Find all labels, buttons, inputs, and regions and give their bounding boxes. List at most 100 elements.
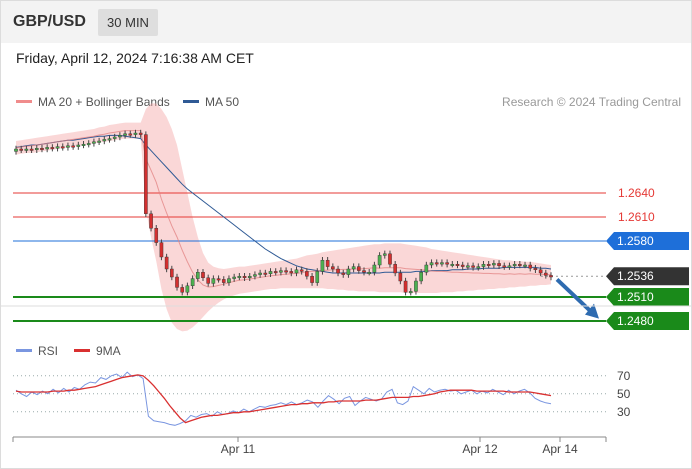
candle bbox=[263, 269, 268, 277]
candle bbox=[86, 140, 91, 148]
candle-body bbox=[128, 133, 133, 136]
bollinger-bands bbox=[16, 103, 551, 332]
candle bbox=[55, 143, 60, 152]
candle-body bbox=[279, 270, 283, 273]
candle bbox=[123, 130, 127, 139]
candle bbox=[268, 268, 273, 277]
candle-body bbox=[149, 213, 153, 229]
candle bbox=[216, 275, 221, 283]
candle-body bbox=[201, 271, 205, 278]
candle-body bbox=[289, 271, 294, 274]
candle-body bbox=[310, 275, 314, 283]
candle-body bbox=[102, 139, 107, 142]
candle bbox=[144, 131, 148, 217]
candle-body bbox=[180, 287, 185, 293]
candle-body bbox=[159, 242, 164, 258]
candle bbox=[305, 268, 309, 280]
rsi-tick-label: 50 bbox=[617, 387, 631, 401]
candle-body bbox=[154, 227, 159, 243]
candle-body bbox=[206, 277, 210, 284]
candle bbox=[294, 266, 299, 277]
candle-body bbox=[40, 147, 44, 150]
price-tags: 1.2640 1.2610 1.2580 1.2536 1.2510 1.2480 bbox=[606, 186, 689, 330]
candle-body bbox=[66, 145, 70, 148]
candle bbox=[190, 275, 195, 289]
candle-body bbox=[107, 138, 112, 141]
candle bbox=[325, 257, 330, 270]
candle bbox=[66, 142, 70, 151]
candle-body bbox=[29, 148, 34, 151]
candle-body bbox=[97, 140, 101, 143]
candle-body bbox=[86, 143, 91, 146]
candle bbox=[331, 263, 335, 273]
candle-body bbox=[398, 272, 403, 282]
candle bbox=[408, 288, 413, 296]
forecast-arrow-shaft bbox=[555, 277, 594, 315]
candle-body bbox=[512, 263, 517, 266]
candle bbox=[382, 250, 387, 259]
candle bbox=[253, 271, 257, 280]
candle bbox=[195, 269, 200, 282]
price-levels bbox=[13, 192, 606, 322]
legend-label-ma50: MA 50 bbox=[205, 95, 239, 109]
candle bbox=[445, 259, 449, 268]
candle bbox=[19, 145, 23, 153]
candle bbox=[118, 132, 122, 141]
candle-body bbox=[55, 146, 60, 149]
candle-body bbox=[242, 275, 247, 278]
candlesticks bbox=[14, 129, 553, 296]
candle bbox=[76, 141, 81, 150]
candle bbox=[247, 273, 252, 281]
rsi-grid: 70 50 30 bbox=[13, 369, 631, 419]
rsi-series bbox=[15, 371, 552, 426]
candle-body bbox=[445, 262, 449, 265]
candle-body bbox=[216, 278, 221, 281]
candle bbox=[299, 266, 304, 275]
candle bbox=[424, 261, 429, 276]
candle-body bbox=[123, 133, 127, 136]
candle bbox=[40, 145, 44, 153]
candle bbox=[512, 261, 517, 269]
candle-body bbox=[414, 280, 418, 292]
candle-body bbox=[533, 267, 538, 270]
candle bbox=[538, 266, 543, 277]
candle bbox=[180, 284, 185, 296]
candle-body bbox=[185, 285, 190, 293]
candle bbox=[377, 252, 382, 269]
candle-body bbox=[367, 271, 372, 274]
candle-body bbox=[71, 145, 75, 148]
candle bbox=[45, 144, 49, 153]
candle bbox=[159, 239, 164, 261]
candle bbox=[549, 272, 553, 281]
candle-body bbox=[424, 264, 429, 273]
candle-body bbox=[211, 278, 216, 284]
candle bbox=[289, 268, 294, 277]
candle bbox=[518, 261, 522, 269]
time-axis: Apr 11 Apr 12 Apr 14 bbox=[12, 436, 607, 456]
candle bbox=[476, 263, 481, 271]
candle-body bbox=[429, 262, 434, 266]
candle-body bbox=[247, 275, 252, 278]
candle-body bbox=[481, 263, 486, 267]
candle-body bbox=[175, 276, 179, 288]
candle-body bbox=[24, 148, 29, 151]
candle bbox=[60, 143, 65, 151]
bollinger-band-area bbox=[16, 103, 551, 332]
candle bbox=[154, 225, 159, 246]
candle bbox=[232, 273, 236, 282]
candle bbox=[258, 269, 262, 278]
candle-body bbox=[382, 253, 387, 256]
candle-body bbox=[294, 269, 299, 274]
candle-body bbox=[419, 271, 423, 282]
candle-body bbox=[450, 263, 455, 266]
candle bbox=[242, 273, 247, 281]
candle-body bbox=[403, 280, 408, 293]
candle bbox=[107, 135, 112, 143]
candle-body bbox=[336, 268, 340, 274]
candle bbox=[170, 265, 174, 281]
candle-body bbox=[118, 135, 122, 138]
timeframe-selector[interactable]: 30 MIN bbox=[98, 9, 158, 36]
candle bbox=[471, 262, 475, 271]
ma50-line bbox=[15, 134, 552, 274]
